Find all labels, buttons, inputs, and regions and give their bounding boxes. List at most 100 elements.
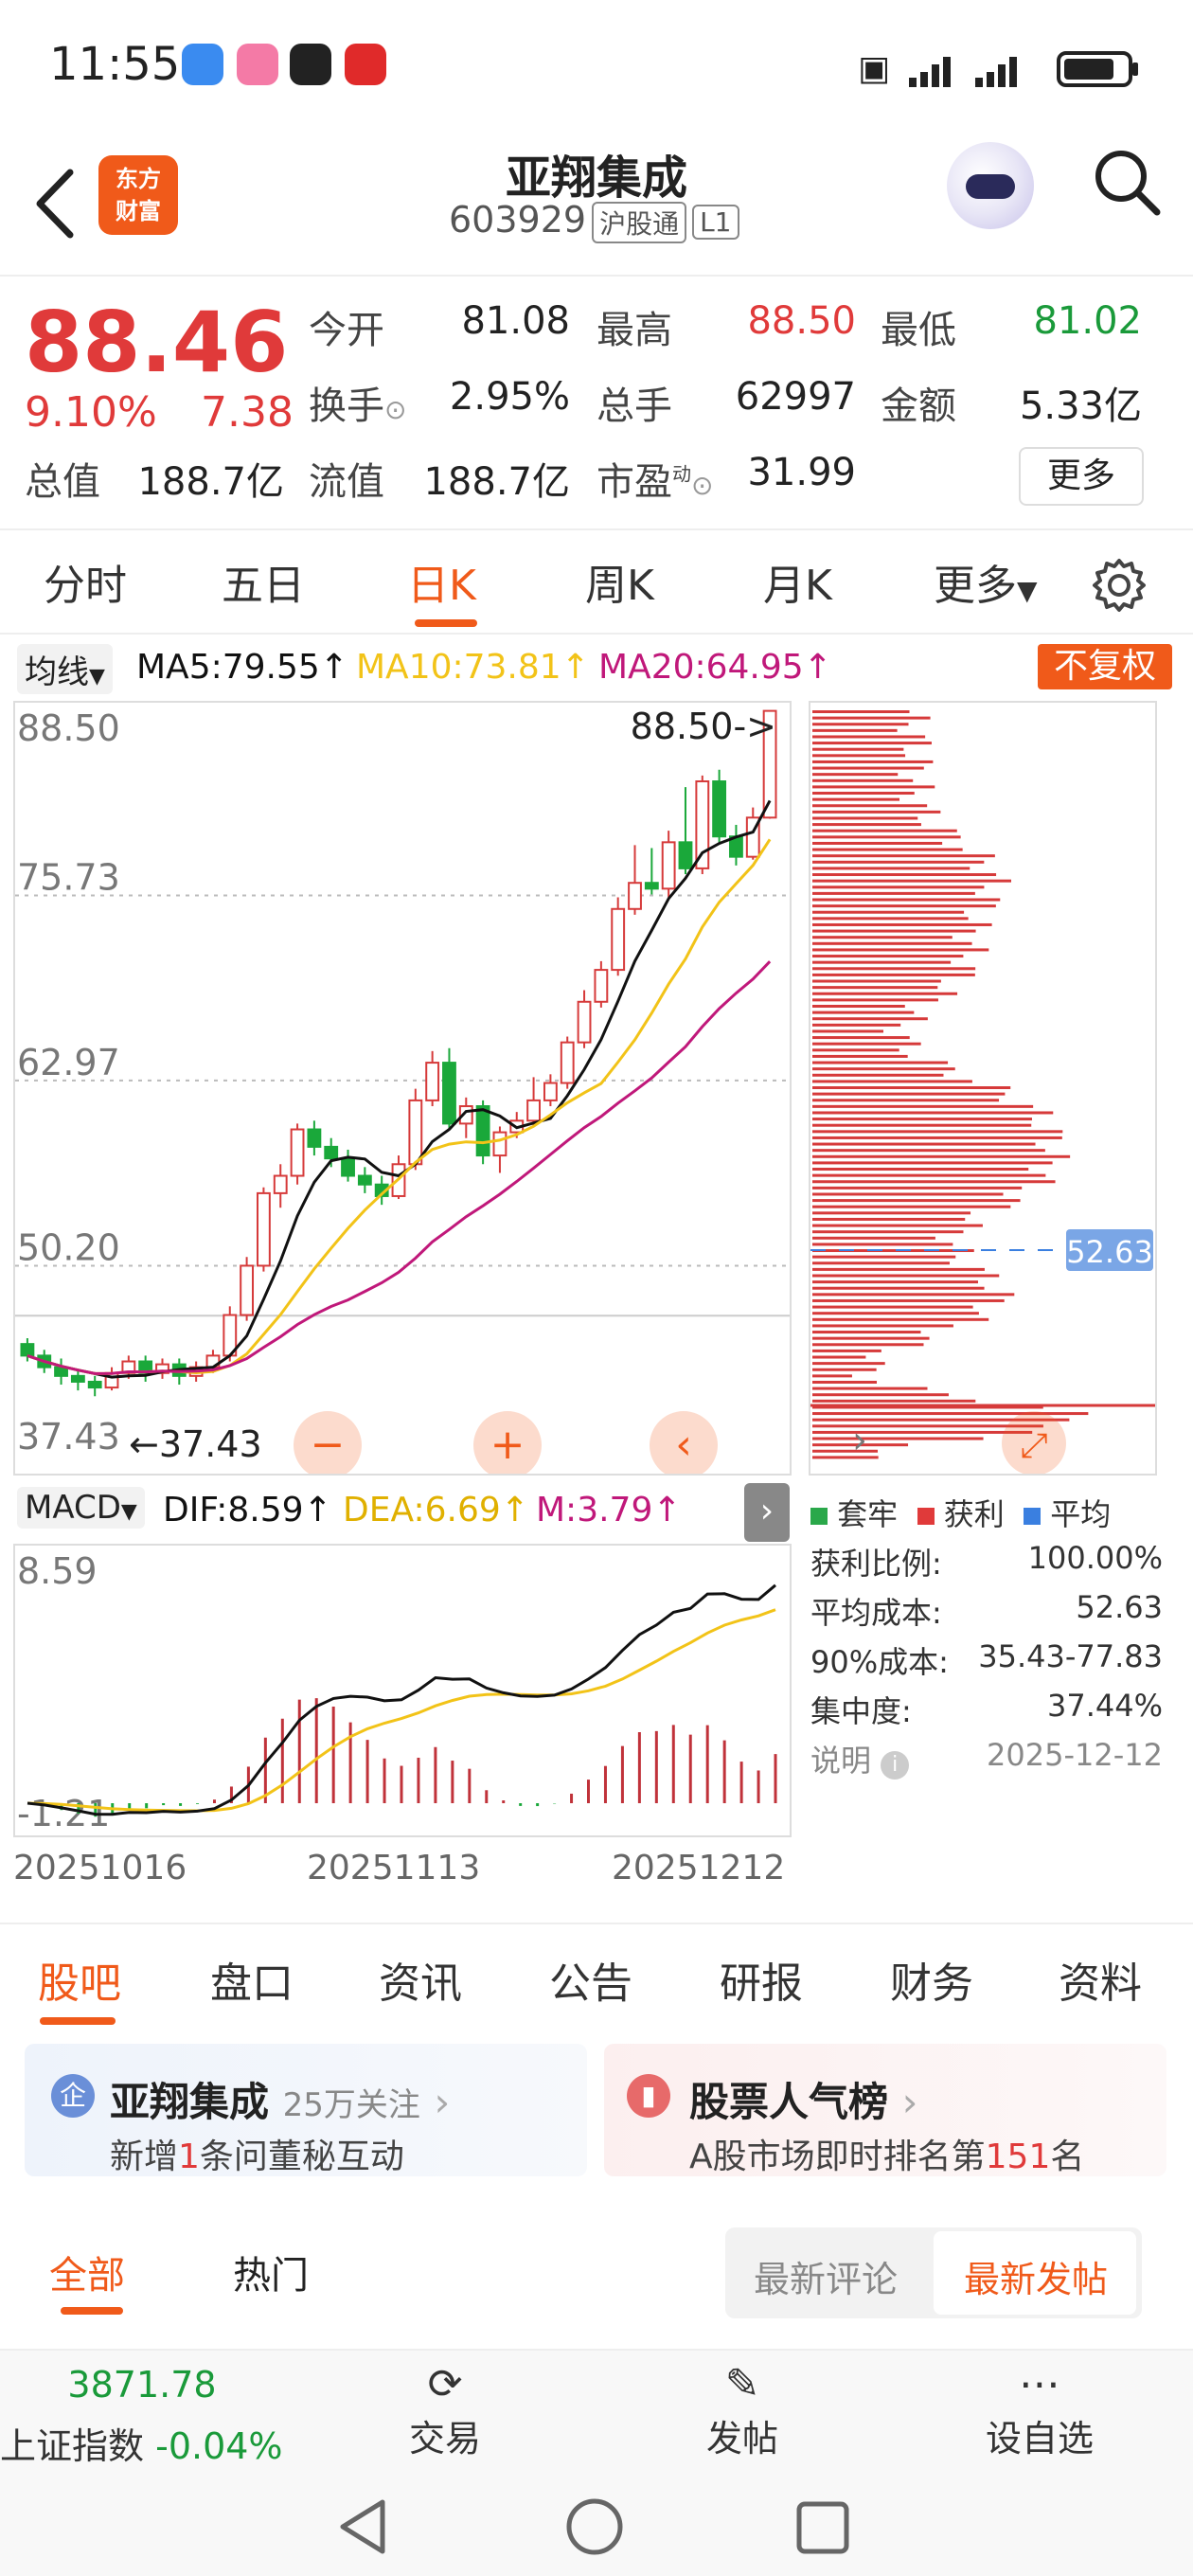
adjust-type-button[interactable]: 不复权 [1038, 644, 1172, 689]
chip-bar [812, 1317, 989, 1321]
post-filter: 全部 热门 最新评论 最新发帖 [0, 2207, 1193, 2330]
eastmoney-logo[interactable]: 东方 财富 [98, 155, 178, 235]
chip-bar [812, 778, 914, 782]
explain-row[interactable]: 说明 i 2025-12-12 [810, 1737, 1163, 1780]
open-label: 今开 [309, 309, 384, 352]
dropdown-triangle-icon: ▼ [89, 665, 105, 689]
macd-chart[interactable]: 8.59 -1.21 [13, 1544, 792, 1837]
chip-bar [812, 1023, 901, 1027]
chip-bar [812, 1011, 915, 1014]
tab-announcements[interactable]: 公告 [549, 1959, 632, 2008]
open-value: 81.08 [461, 299, 570, 343]
m-label: M:3.79↑ [536, 1491, 682, 1530]
button-bg [473, 1411, 542, 1474]
chip-bar [812, 1430, 1033, 1434]
period-tabs: 分时 五日 日K 周K 月K 更多▼ [0, 528, 1193, 635]
total-value-value: 188.7亿 [137, 460, 284, 504]
concentration-row: 集中度: 37.44% [810, 1688, 1163, 1731]
assistant-robot-icon[interactable] [947, 142, 1034, 229]
zoom-out-button[interactable]: − [294, 1411, 362, 1474]
index-value[interactable]: 3871.78 [67, 2364, 217, 2406]
chip-bar [812, 1142, 1036, 1146]
candle-body [695, 780, 710, 869]
chip-bar [812, 747, 904, 751]
tab-weekly-k[interactable]: 周K [585, 562, 654, 610]
more-dots-icon: ⋯ [1019, 2360, 1060, 2408]
filter-hot[interactable]: 热门 [233, 2254, 309, 2298]
tab-guba[interactable]: 股吧 [38, 1959, 121, 2008]
row-value: 37.44% [1046, 1688, 1163, 1724]
chip-bar [812, 879, 1011, 883]
chip-bar [812, 1099, 1000, 1102]
tab-monthly-k[interactable]: 月K [763, 562, 832, 610]
candle-body [594, 969, 609, 1003]
ma20-line [27, 960, 772, 1375]
chip-distribution[interactable]: 52.63 › ⤢ [809, 701, 1157, 1476]
y-tick-label: 37.43 [17, 1416, 120, 1458]
tab-pankou[interactable]: 盘口 [210, 1959, 294, 2008]
post-button[interactable]: ✎ 发帖 [695, 2360, 790, 2461]
post-label: 发帖 [705, 2418, 778, 2460]
nav-back-icon[interactable] [337, 2498, 390, 2555]
chip-bar [812, 735, 926, 739]
low-value: 81.02 [1033, 299, 1142, 343]
chip-expand-button[interactable]: ⤢ [1002, 1411, 1066, 1474]
company-forum-card[interactable]: 企 亚翔集成 25万关注 › 新增1条问董秘互动 [25, 2044, 587, 2176]
sort-latest-post[interactable]: 最新发帖 [964, 2259, 1109, 2300]
more-button[interactable]: 更多 [1019, 447, 1144, 506]
card-title: 亚翔集成 25万关注 › [110, 2070, 450, 2128]
tab-daily-k[interactable]: 日K [407, 562, 476, 610]
volume-label: 总手 [596, 385, 672, 428]
expand-panel-chevron-icon[interactable]: › [744, 1483, 790, 1542]
chip-bar [812, 1312, 979, 1315]
macd-select[interactable]: MACD▼ [17, 1487, 145, 1529]
nav-recents-icon[interactable] [795, 2500, 852, 2557]
stock-app-icon [290, 44, 331, 85]
button-glyph: + [490, 1421, 525, 1469]
turnover-label: 换手⊙ [309, 375, 406, 430]
tab-intraday[interactable]: 分时 [44, 562, 127, 610]
watch-label: 设自选 [985, 2418, 1094, 2460]
kline-chart[interactable]: 88.50 75.73 62.97 50.20 37.43 88.50-> ←37.43 − +… [13, 701, 792, 1476]
max-price-marker: 88.50-> [631, 706, 776, 747]
chip-bar [812, 1349, 881, 1352]
chip-bar [812, 1130, 1063, 1134]
tab-research[interactable]: 研报 [720, 1959, 803, 2008]
trade-button[interactable]: ⟳ 交易 [398, 2360, 492, 2461]
zoom-in-button[interactable]: + [473, 1411, 542, 1474]
popularity-rank-card[interactable]: ▮ 股票人气榜 › A股市场即时排名第151名 [604, 2044, 1166, 2176]
chip-bar [812, 1149, 1045, 1153]
indicator-select[interactable]: 均线▼ [17, 644, 113, 694]
chip-next-button[interactable]: › [852, 1419, 867, 1462]
signal-icon [909, 57, 1017, 87]
sort-latest-comment[interactable]: 最新评论 [754, 2259, 899, 2300]
chip-bar [812, 1274, 1000, 1278]
status-bar: 11:55 ▣ [0, 0, 1193, 133]
scroll-left-button[interactable]: ‹ [650, 1411, 718, 1474]
back-arrow-icon[interactable] [28, 161, 85, 246]
pe-info-icon[interactable]: ⊙ [691, 470, 714, 501]
settings-gear-icon[interactable] [1091, 557, 1148, 614]
tab-news[interactable]: 资讯 [379, 1959, 462, 2008]
search-icon[interactable] [1089, 144, 1165, 220]
tab-financials[interactable]: 财务 [890, 1959, 973, 2008]
index-line[interactable]: 上证指数 -0.04% [0, 2417, 284, 2469]
candle-body [408, 1099, 423, 1166]
active-tab-underline [40, 2017, 116, 2025]
chip-bar [812, 1061, 949, 1064]
tab-five-day[interactable]: 五日 [222, 562, 305, 610]
chip-bar [812, 1249, 974, 1253]
chip-bar [812, 1405, 1043, 1409]
filter-all[interactable]: 全部 [49, 2254, 125, 2298]
nav-home-icon[interactable] [564, 2498, 625, 2559]
info-icon[interactable]: ⊙ [384, 394, 407, 425]
chip-bar [812, 723, 909, 726]
chip-bar [812, 936, 953, 939]
low-label: 最低 [881, 309, 956, 352]
tab-profile[interactable]: 资料 [1059, 1959, 1142, 2008]
add-watchlist-button[interactable]: ⋯ 设自选 [983, 2360, 1096, 2461]
chip-bar [812, 898, 1001, 902]
tab-more[interactable]: 更多▼ [934, 551, 1038, 612]
chip-bar [812, 1236, 935, 1240]
candle-body [560, 1041, 575, 1084]
